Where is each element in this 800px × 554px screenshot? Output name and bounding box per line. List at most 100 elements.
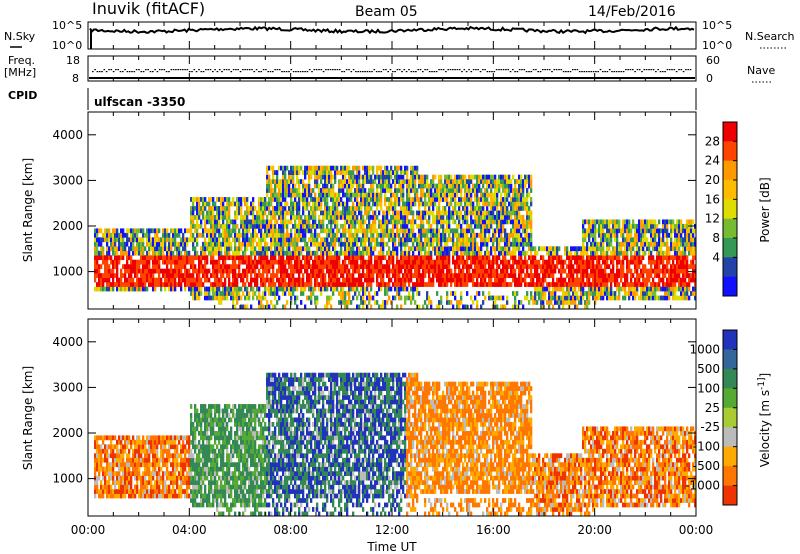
heat-cell [328,232,331,238]
heat-cell [248,295,251,301]
heat-cell [434,273,437,278]
heat-cell [96,246,99,252]
freq-dot [518,69,521,71]
heat-cell [260,282,263,287]
heat-cell [246,219,249,225]
heat-cell [206,219,209,225]
heat-cell [488,273,491,278]
freq-dot [509,71,512,73]
heat-cell [502,201,505,207]
heat-cell [102,250,105,256]
heat-cell [390,259,393,265]
heat-cell [348,282,351,287]
heat-cell [192,206,195,211]
heat-cell [176,268,179,274]
heat-cell [416,259,419,265]
heat-cell [416,223,419,229]
heat-cell [386,206,389,211]
heat-cell [442,259,445,265]
heat-cell [108,228,111,234]
heat-cell [480,237,483,243]
heat-cell [516,241,519,247]
heat-cell [210,210,213,216]
heat-cell [124,264,127,270]
freq-dot [225,69,228,71]
heat-cell [280,201,283,207]
heat-cell [98,286,101,292]
heat-cell [484,268,487,274]
heat-cell [224,206,227,211]
heat-cell [434,259,437,265]
heat-cell [342,286,345,292]
heat-cell [382,277,385,283]
heat-cell [560,295,563,301]
heat-cell [514,259,517,265]
heat-cell [140,228,143,234]
heat-cell [456,241,459,247]
heat-cell [500,174,503,180]
heat-cell [292,188,295,193]
heat-cell [360,197,363,202]
heat-cell [230,232,233,238]
heat-cell [370,197,373,202]
heat-cell [394,174,397,180]
heat-cell [358,282,361,287]
heat-cell [306,223,309,229]
heat-cell [452,232,455,238]
freq-dot [585,71,588,73]
heat-cell [468,174,471,180]
heat-cell [260,206,263,211]
heat-cell [190,223,193,229]
heat-cell [360,206,363,211]
heat-cell [346,201,349,207]
freq-dot [500,69,503,71]
heat-cell [322,286,325,292]
heat-cell [400,304,403,310]
heat-cell [288,291,291,296]
heat-cell [96,273,99,278]
freq-dot [246,69,249,71]
heat-cell [578,295,581,301]
heat-cell [358,255,361,261]
heat-cell [442,237,445,243]
heat-cell [498,277,501,283]
heat-cell [420,273,423,278]
heat-cell [258,273,261,278]
heat-cell [356,192,359,198]
heat-cell [332,259,335,265]
heat-cell [538,295,541,301]
heat-cell [552,277,555,283]
freq-dot [255,69,258,71]
heat-cell [258,206,261,211]
heat-cell [362,304,365,310]
heat-cell [498,188,501,193]
heat-cell [404,201,407,207]
heat-cell [504,214,507,220]
heat-cell [500,282,503,287]
heat-cell [470,228,473,234]
freq-dot [673,69,676,71]
freq-dot [458,69,461,71]
heat-cell [408,268,411,274]
heat-cell [202,201,205,207]
heat-cell [496,197,499,202]
heat-cell [344,250,347,256]
heat-cell [520,188,523,193]
heat-cell [400,183,403,189]
heat-cell [460,201,463,207]
heat-cell [238,295,241,301]
heat-cell [314,277,317,283]
heat-cell [270,223,273,229]
heat-cell [520,259,523,265]
heat-cell [330,183,333,189]
heat-cell [448,300,451,305]
heat-cell [198,295,201,301]
freq-dot [671,69,673,71]
heat-cell [264,264,267,270]
heat-cell [256,264,259,270]
heat-cell [546,259,549,265]
heat-cell [246,201,249,207]
heat-cell [148,268,151,274]
heat-cell [400,192,403,198]
freq-dot [595,71,597,73]
